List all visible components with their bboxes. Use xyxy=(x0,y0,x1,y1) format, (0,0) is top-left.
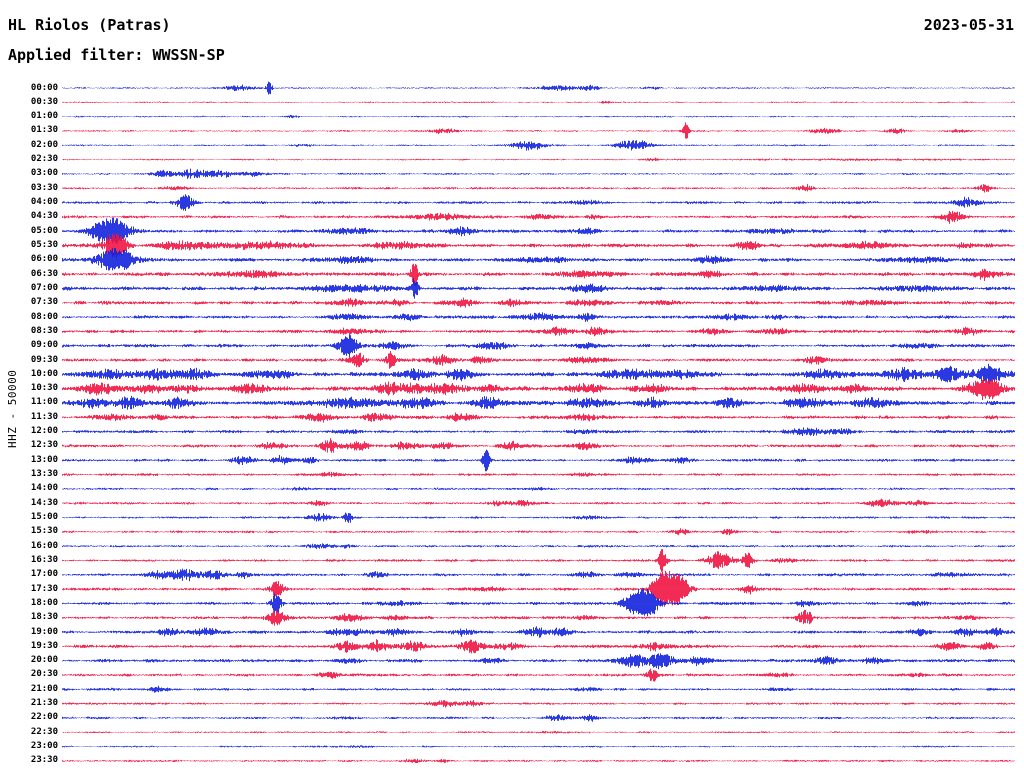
time-label: 02:00 xyxy=(30,139,58,150)
time-label: 12:30 xyxy=(30,440,58,451)
time-label: 16:00 xyxy=(30,540,58,551)
time-label: 13:30 xyxy=(30,469,58,480)
time-label: 11:00 xyxy=(30,397,58,408)
time-label: 10:30 xyxy=(30,383,58,394)
time-label: 04:30 xyxy=(30,211,58,222)
time-label: 23:00 xyxy=(30,741,58,752)
time-label: 04:00 xyxy=(30,197,58,208)
time-label: 10:00 xyxy=(30,368,58,379)
time-label: 22:00 xyxy=(30,712,58,723)
time-label: 07:00 xyxy=(30,282,58,293)
time-label: 23:30 xyxy=(30,755,58,766)
time-label: 21:00 xyxy=(30,683,58,694)
time-label: 00:00 xyxy=(30,82,58,93)
time-label: 05:30 xyxy=(30,239,58,250)
time-label: 07:30 xyxy=(30,297,58,308)
time-label: 19:00 xyxy=(30,626,58,637)
time-label: 16:30 xyxy=(30,554,58,565)
time-label: 15:30 xyxy=(30,526,58,537)
time-label: 19:30 xyxy=(30,640,58,651)
time-label: 09:00 xyxy=(30,340,58,351)
time-label: 08:00 xyxy=(30,311,58,322)
time-label: 21:30 xyxy=(30,698,58,709)
time-label: 14:00 xyxy=(30,483,58,494)
time-label: 02:30 xyxy=(30,154,58,165)
time-label: 00:30 xyxy=(30,96,58,107)
time-label: 03:30 xyxy=(30,182,58,193)
time-label: 17:30 xyxy=(30,583,58,594)
time-label: 06:30 xyxy=(30,268,58,279)
time-label: 17:00 xyxy=(30,569,58,580)
time-label: 09:30 xyxy=(30,354,58,365)
time-label: 03:00 xyxy=(30,168,58,179)
time-label: 08:30 xyxy=(30,325,58,336)
time-label: 05:00 xyxy=(30,225,58,236)
time-label: 13:00 xyxy=(30,454,58,465)
time-label: 11:30 xyxy=(30,411,58,422)
time-label: 06:00 xyxy=(30,254,58,265)
time-label: 18:00 xyxy=(30,597,58,608)
time-label: 22:30 xyxy=(30,726,58,737)
time-label: 20:00 xyxy=(30,655,58,666)
time-label: 20:30 xyxy=(30,669,58,680)
time-label: 15:00 xyxy=(30,512,58,522)
time-label: 14:30 xyxy=(30,497,58,508)
time-label: 01:00 xyxy=(30,111,58,122)
time-label: 18:30 xyxy=(30,612,58,623)
time-label: 01:30 xyxy=(30,125,58,136)
time-labels-column: 00:00 00:30 01:00 01:30 02:00 02:30 03:00 03:30… xyxy=(0,0,58,780)
time-label: 12:00 xyxy=(30,426,58,437)
